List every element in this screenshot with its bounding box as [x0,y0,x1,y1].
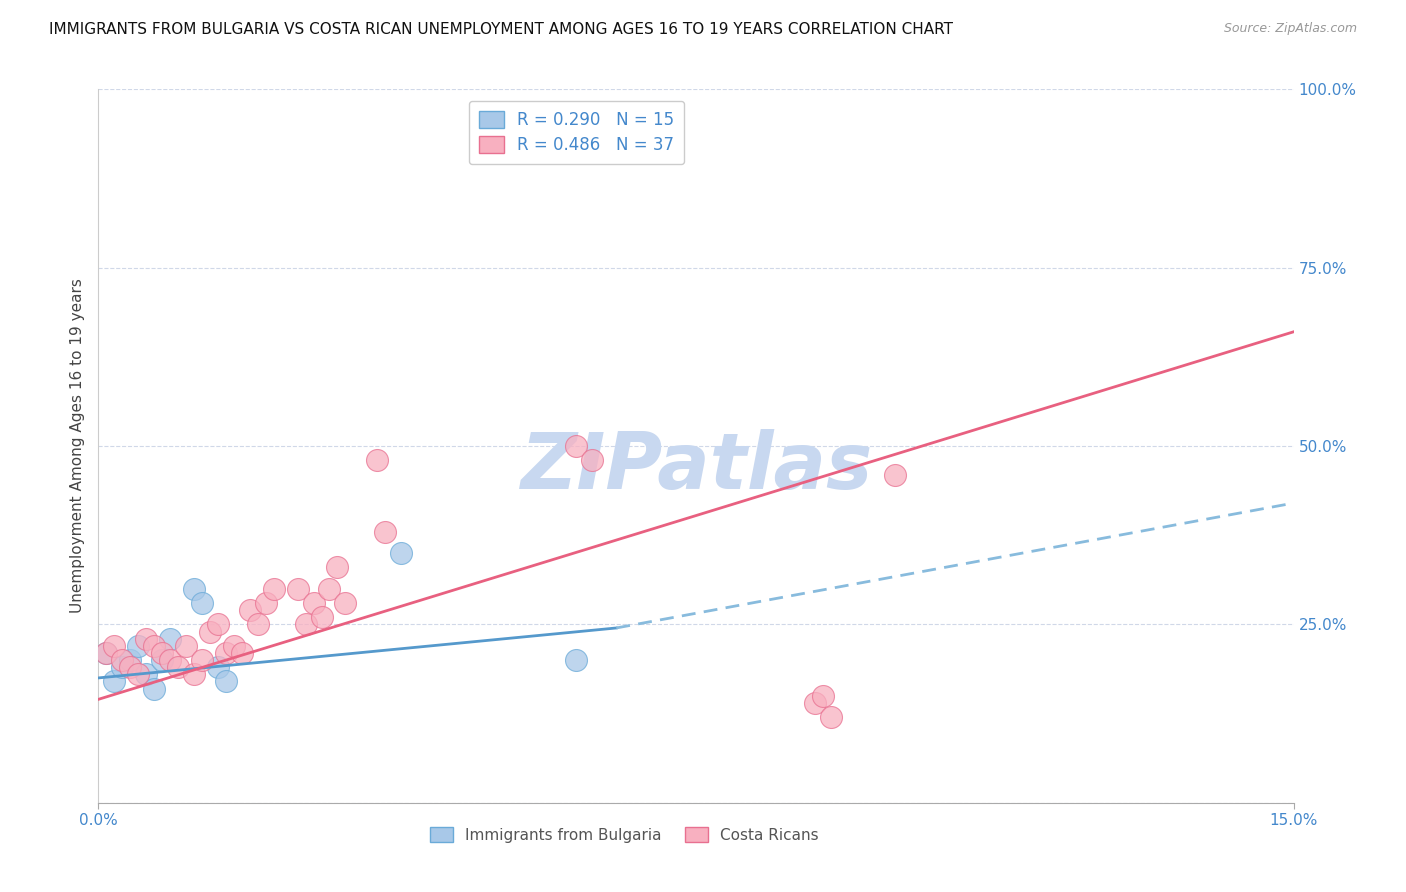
Point [111,660,134,674]
Point [150,653,173,667]
Point [302,596,325,610]
Point [96,646,118,660]
Point [884,467,907,482]
Point [150,646,173,660]
Point [374,524,396,539]
Point [143,681,166,696]
Point [581,453,603,467]
Point [127,667,149,681]
Point [311,610,333,624]
Point [207,660,229,674]
Point [183,667,205,681]
Point [231,646,253,660]
Point [254,596,277,610]
Point [191,596,214,610]
Point [159,653,181,667]
Legend: Immigrants from Bulgaria, Costa Ricans: Immigrants from Bulgaria, Costa Ricans [425,821,824,848]
Point [366,453,388,467]
Text: IMMIGRANTS FROM BULGARIA VS COSTA RICAN UNEMPLOYMENT AMONG AGES 16 TO 19 YEARS C: IMMIGRANTS FROM BULGARIA VS COSTA RICAN … [49,22,953,37]
Point [135,667,157,681]
Point [215,646,238,660]
Point [143,639,166,653]
Point [96,646,118,660]
Point [820,710,842,724]
Point [120,653,142,667]
Point [246,617,269,632]
Point [565,439,588,453]
Point [103,674,125,689]
Point [135,632,157,646]
Text: ZIPatlas: ZIPatlas [520,429,872,506]
Point [215,674,238,689]
Point [198,624,221,639]
Point [813,689,835,703]
Point [183,582,205,596]
Point [294,617,316,632]
Point [335,596,357,610]
Point [127,639,149,653]
Point [804,696,827,710]
Point [318,582,340,596]
Point [159,632,181,646]
Point [174,639,197,653]
Point [287,582,309,596]
Point [207,617,229,632]
Point [263,582,285,596]
Point [111,653,134,667]
Point [239,603,262,617]
Point [120,660,142,674]
Point [565,653,588,667]
Text: Source: ZipAtlas.com: Source: ZipAtlas.com [1223,22,1357,36]
Y-axis label: Unemployment Among Ages 16 to 19 years: Unemployment Among Ages 16 to 19 years [69,278,84,614]
Point [326,560,349,574]
Point [222,639,245,653]
Point [103,639,125,653]
Point [191,653,214,667]
Point [389,546,412,560]
Point [167,660,190,674]
